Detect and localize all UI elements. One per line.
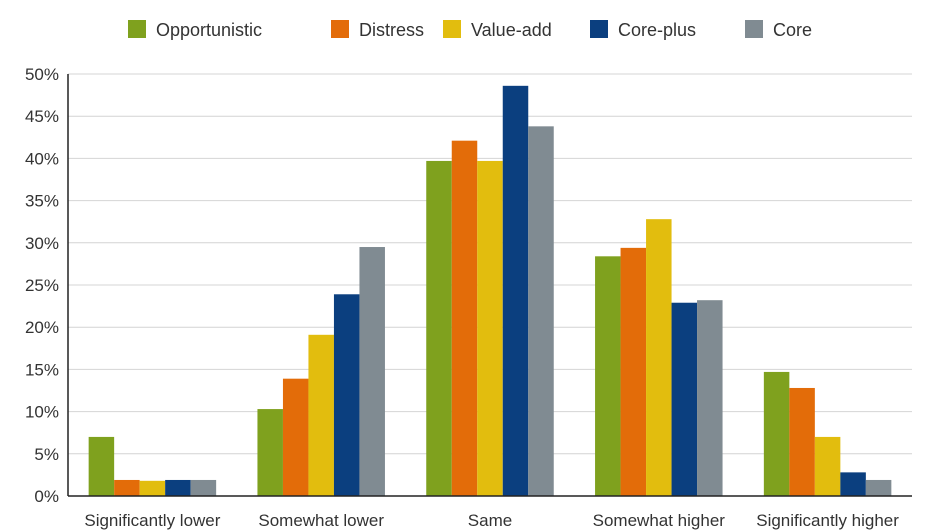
legend-label: Value-add <box>471 20 552 40</box>
y-tick-label: 15% <box>25 360 59 379</box>
bar-core-plus <box>165 479 191 496</box>
legend-swatch <box>443 20 461 38</box>
bar-distress <box>451 140 478 496</box>
x-tick-label: Somewhat higher <box>593 511 726 530</box>
bar-core <box>190 479 217 496</box>
y-tick-label: 10% <box>25 403 59 422</box>
x-tick-label: Significantly higher <box>756 511 899 530</box>
bar-value-add <box>814 436 841 496</box>
y-tick-label: 5% <box>34 445 59 464</box>
y-tick-label: 40% <box>25 149 59 168</box>
chart-legend: Opportunistic Distress Value-add Core-plus C… <box>128 20 812 40</box>
bar-core <box>697 300 723 496</box>
bar-core-plus <box>333 294 360 496</box>
bar-distress <box>620 247 647 496</box>
x-tick-label: Somewhat lower <box>258 511 384 530</box>
y-tick-label: 50% <box>25 65 59 84</box>
y-tick-label: 35% <box>25 192 59 211</box>
bar-opportunistic <box>595 256 621 496</box>
bar-core-plus <box>502 85 529 496</box>
bar-value-add <box>477 160 503 496</box>
x-axis <box>67 74 912 497</box>
x-axis-labels: Significantly lower Somewhat lower Same Som… <box>84 511 899 530</box>
bar-core-plus <box>671 302 698 496</box>
bar-core <box>528 126 554 496</box>
x-tick-label: Significantly lower <box>84 511 220 530</box>
bar-value-add <box>308 334 334 496</box>
bar-value-add <box>139 480 166 496</box>
legend-label: Opportunistic <box>156 20 262 40</box>
legend-label: Distress <box>359 20 424 40</box>
bar-distress <box>282 378 309 496</box>
y-tick-label: 20% <box>25 318 59 337</box>
legend-swatch <box>128 20 146 38</box>
y-tick-label: 45% <box>25 107 59 126</box>
x-tick-label: Same <box>468 511 512 530</box>
legend-label: Core-plus <box>618 20 696 40</box>
legend-swatch <box>331 20 349 38</box>
y-tick-label: 30% <box>25 234 59 253</box>
legend-swatch <box>590 20 608 38</box>
bar-opportunistic <box>426 160 452 496</box>
bar-opportunistic <box>88 436 115 496</box>
bar-distress <box>789 387 815 496</box>
bars <box>88 85 892 496</box>
y-tick-label: 0% <box>34 487 59 506</box>
bar-distress <box>114 479 140 496</box>
bar-value-add <box>646 219 672 496</box>
bar-opportunistic <box>763 371 790 496</box>
bar-opportunistic <box>257 409 283 496</box>
legend-swatch <box>745 20 763 38</box>
legend-label: Core <box>773 20 812 40</box>
y-axis-ticks: 0% 5% 10% 15% 20% 25% 30% 35% 40% 45% 50% <box>25 65 59 506</box>
y-tick-label: 25% <box>25 276 59 295</box>
bar-core <box>865 479 892 496</box>
bar-core <box>359 247 385 496</box>
bar-core-plus <box>840 472 866 496</box>
